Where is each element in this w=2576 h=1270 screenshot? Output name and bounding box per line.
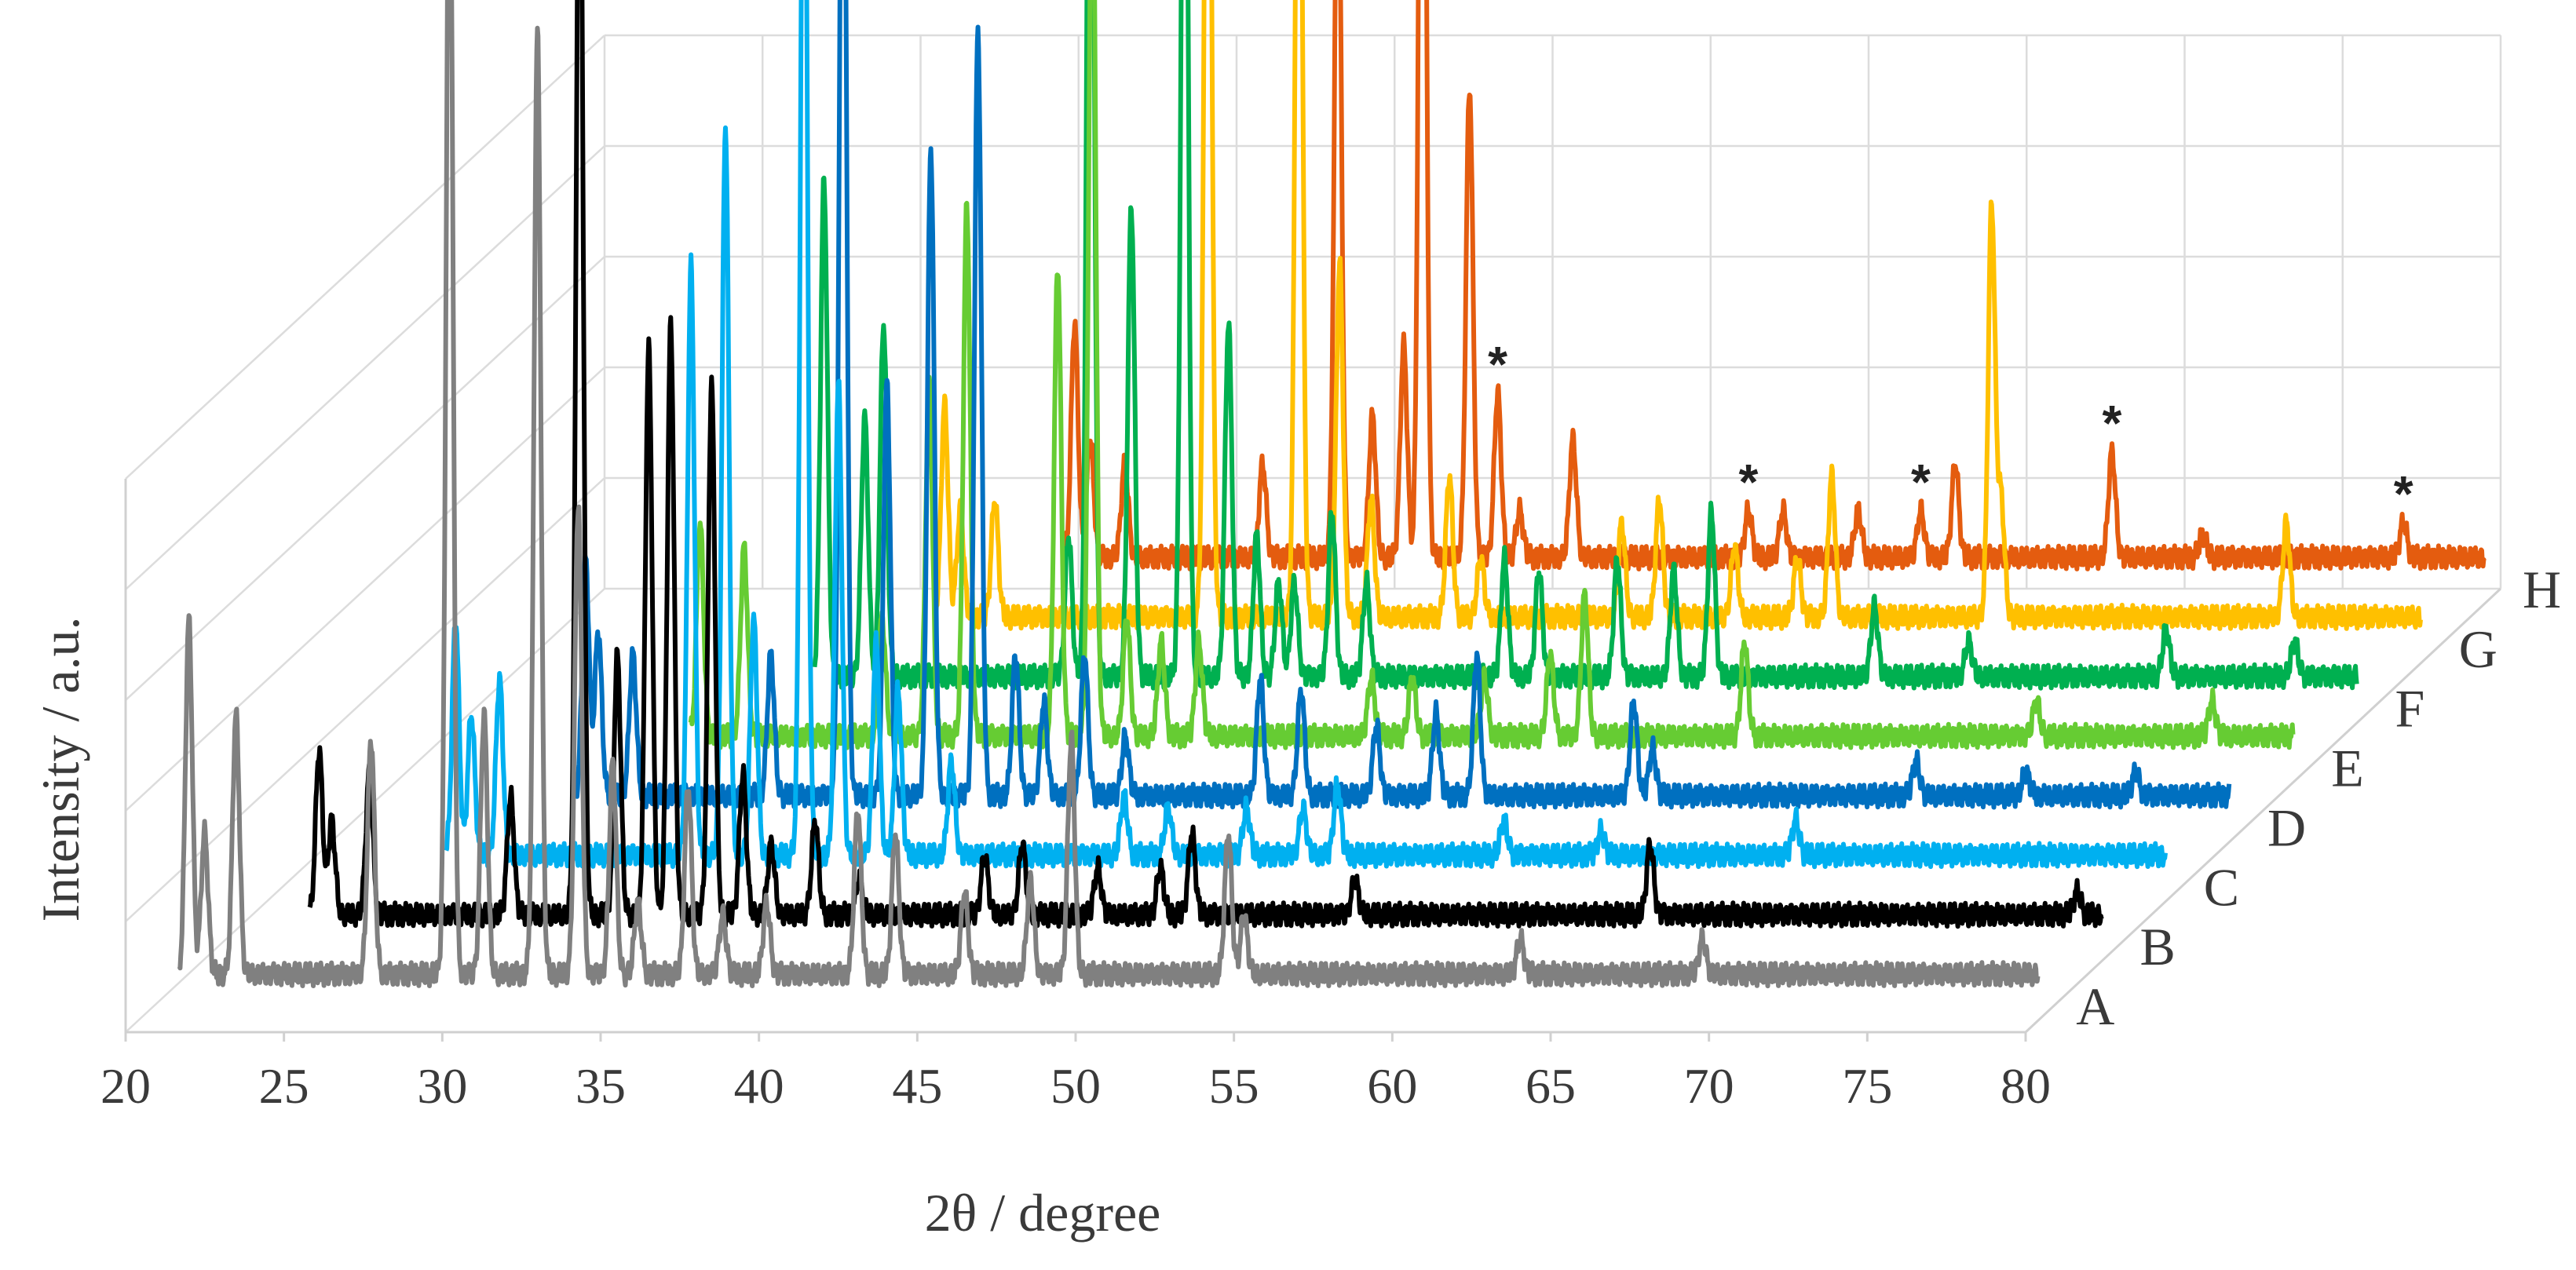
x-tick-label: 50 xyxy=(1050,1058,1101,1114)
series-line-F xyxy=(812,0,2359,691)
series-label-B: B xyxy=(2140,917,2176,976)
series-line-H xyxy=(1062,0,2486,571)
peak-annotation: * xyxy=(2103,395,2122,451)
grid xyxy=(124,34,2502,1033)
x-tick-label: 65 xyxy=(1526,1058,1576,1114)
x-tick-label: 80 xyxy=(2001,1058,2051,1114)
side-wall-gridline xyxy=(125,145,605,590)
side-wall-gridline xyxy=(125,256,605,701)
side-wall-gridline xyxy=(125,35,605,480)
series-line-E xyxy=(688,0,2296,750)
x-tick-label: 45 xyxy=(892,1058,942,1114)
x-tick-label: 25 xyxy=(259,1058,309,1114)
series-label-H: H xyxy=(2523,560,2561,619)
x-tick-label: 60 xyxy=(1367,1058,1417,1114)
x-tick-label: 20 xyxy=(100,1058,151,1114)
annotations: ******* xyxy=(1488,336,2413,522)
series-label-E: E xyxy=(2331,739,2364,798)
x-tick-label: 30 xyxy=(417,1058,467,1114)
series-line-G xyxy=(933,0,2423,631)
x-tick-label: 75 xyxy=(1842,1058,1892,1114)
series-line-A xyxy=(177,0,2041,989)
x-tick-label: 55 xyxy=(1209,1058,1259,1114)
series-label-G: G xyxy=(2459,619,2497,679)
axes: 20 25 30 35 40 45 50 55 60 65 70 75 80 xyxy=(100,587,2502,1114)
x-tick-label: 40 xyxy=(734,1058,784,1114)
peak-annotation: * xyxy=(1739,454,1759,510)
peak-annotation: * xyxy=(1911,454,1931,510)
series-line-C xyxy=(444,0,2168,870)
series-label-F: F xyxy=(2395,679,2425,739)
series-line-D xyxy=(574,0,2232,810)
x-axis-title: 2θ / degree xyxy=(925,1183,1161,1243)
series-label-D: D xyxy=(2267,797,2306,857)
y-axis-title: Intensity / a.u. xyxy=(31,616,90,921)
depth-axis-line xyxy=(2024,587,2502,1034)
series-label-C: C xyxy=(2204,857,2239,917)
x-tick-label: 35 xyxy=(575,1058,626,1114)
side-wall-gridline xyxy=(125,367,605,812)
series-label-A: A xyxy=(2076,976,2114,1036)
peak-annotation: * xyxy=(1488,336,1507,392)
x-tick-label: 70 xyxy=(1684,1058,1734,1114)
peak-annotation: * xyxy=(2394,465,2413,522)
